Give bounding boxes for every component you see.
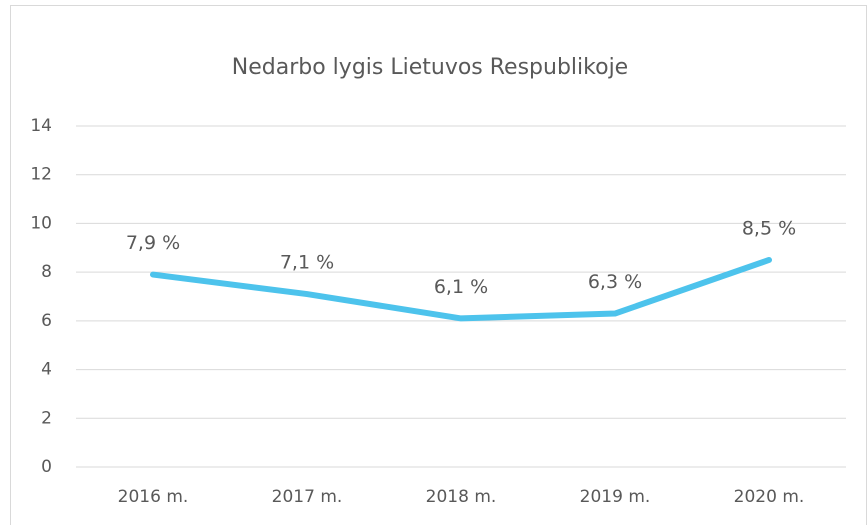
y-tick-label: 10: [30, 213, 52, 233]
x-tick-label: 2017 m.: [272, 487, 343, 507]
x-tick-label: 2019 m.: [580, 487, 651, 507]
y-tick-label: 14: [30, 116, 52, 136]
chart-title: Nedarbo lygis Lietuvos Respublikoje: [232, 55, 628, 80]
data-label: 7,1 %: [280, 252, 334, 274]
x-tick-label: 2018 m.: [426, 487, 497, 507]
x-tick-label: 2020 m.: [734, 487, 805, 507]
y-tick-label: 12: [30, 165, 52, 185]
y-tick-label: 2: [41, 408, 52, 428]
chart-border: [10, 5, 867, 529]
y-tick-label: 8: [41, 262, 52, 282]
data-label: 6,3 %: [588, 271, 642, 293]
data-label: 8,5 %: [742, 217, 796, 239]
data-label: 7,9 %: [126, 232, 180, 254]
line: [150, 256, 772, 322]
y-tick-label: 6: [41, 311, 52, 331]
y-tick-label: 4: [41, 360, 52, 380]
y-tick-label: 0: [41, 457, 52, 477]
x-tick-label: 2016 m.: [118, 487, 189, 507]
data-label: 6,1 %: [434, 276, 488, 298]
